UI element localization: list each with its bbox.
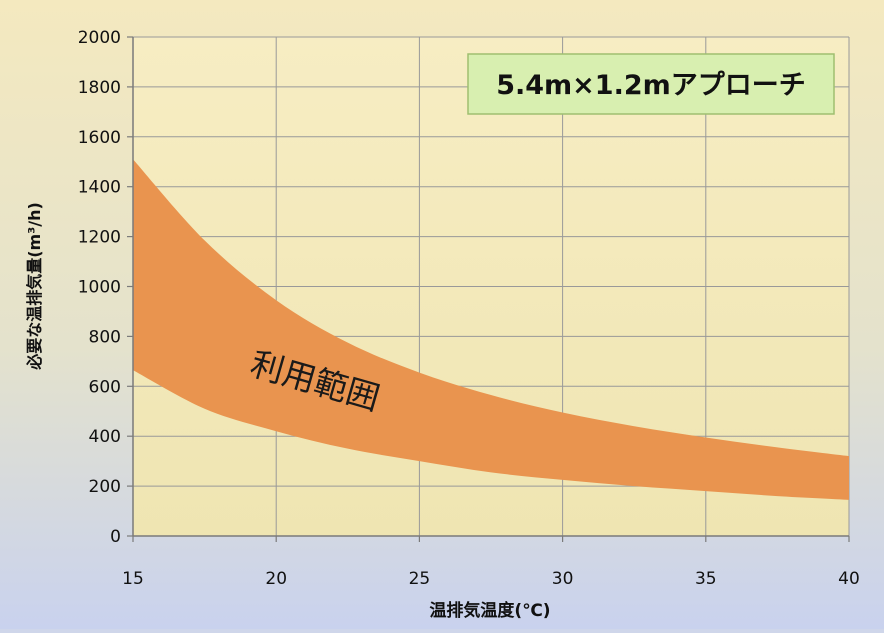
y-tick-label: 1400: [78, 178, 121, 198]
y-tick-label: 1200: [78, 228, 121, 248]
band-series: [133, 159, 849, 500]
y-tick-label: 1000: [78, 278, 121, 298]
y-tick-label: 1600: [78, 128, 121, 148]
axes: [127, 36, 850, 542]
inset-label: 5.4m×1.2mアプローチ: [496, 70, 806, 101]
y-tick-label: 200: [89, 477, 121, 497]
x-tick-label: 30: [552, 569, 574, 589]
y-tick-label: 2000: [78, 28, 121, 48]
x-tick-label: 35: [695, 569, 717, 589]
x-tick-label: 15: [122, 569, 144, 589]
x-tick-label: 25: [409, 569, 431, 589]
y-tick-label: 0: [110, 527, 121, 547]
y-tick-label: 1800: [78, 78, 121, 98]
y-tick-label: 800: [89, 327, 121, 347]
x-tick-label: 40: [838, 569, 860, 589]
tick-labels: 0 200 400 600 800 1000 1200 1400 1600 1800 2000 15 2…: [78, 28, 860, 589]
usage-range-band: [133, 159, 849, 500]
x-tick-label: 20: [265, 569, 287, 589]
y-tick-label: 400: [89, 427, 121, 447]
x-axis-label: 温排気温度(℃): [429, 600, 550, 621]
inset-label-box: [467, 53, 835, 115]
y-axis-label: 必要な温排気量(m³/h): [25, 202, 44, 371]
y-tick-label: 600: [89, 377, 121, 397]
